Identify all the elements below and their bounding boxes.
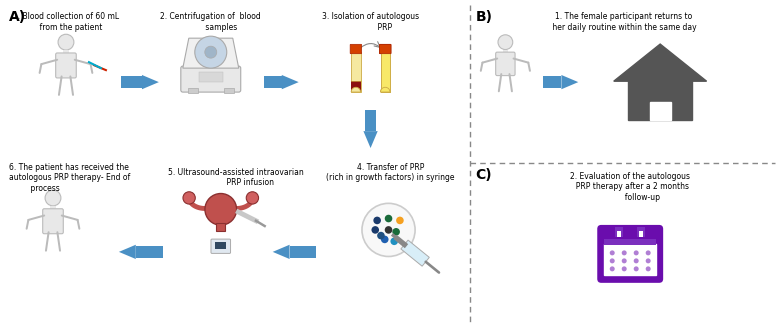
Circle shape [610,267,615,271]
Polygon shape [364,131,378,148]
Bar [605,244,656,275]
Polygon shape [121,76,142,88]
Text: B): B) [475,10,492,24]
Bar [188,88,198,93]
Text: 4. Transfer of PRP
(rich in growth factors) in syringe: 4. Transfer of PRP (rich in growth facto… [326,163,455,182]
Circle shape [646,258,650,263]
Circle shape [646,267,650,271]
Circle shape [385,215,393,222]
Circle shape [633,258,639,263]
Circle shape [195,36,227,68]
Circle shape [381,235,389,243]
Text: 2. Evaluation of the autologous
  PRP therapy after a 2 months
          follow-: 2. Evaluation of the autologous PRP ther… [570,172,690,202]
Bar [637,227,645,237]
Polygon shape [119,245,136,259]
Bar [605,239,656,245]
Polygon shape [264,76,282,88]
Text: 1. Blood collection of 60 mL
    from the patient: 1. Blood collection of 60 mL from the pa… [13,12,119,32]
Text: 6. The patient has received the
autologous PRP therapy- End of
         process: 6. The patient has received the autologo… [9,163,130,193]
Circle shape [633,267,639,271]
Wedge shape [380,87,390,92]
Polygon shape [273,245,290,259]
Text: C): C) [475,168,492,182]
Bar [351,81,361,92]
Text: 1. The female participant returns to
 her daily routine within the same day: 1. The female participant returns to her… [550,12,696,32]
Wedge shape [380,87,390,92]
Bar [650,102,671,120]
Circle shape [633,250,639,255]
FancyBboxPatch shape [495,52,515,76]
Circle shape [205,46,217,58]
Circle shape [362,203,415,256]
Text: 3. Isolation of autologous
            PRP: 3. Isolation of autologous PRP [322,12,419,32]
Circle shape [610,250,615,255]
FancyBboxPatch shape [351,44,361,54]
Circle shape [385,226,393,234]
Bar [351,52,361,92]
Bar [503,49,508,54]
Text: A): A) [9,10,26,24]
FancyBboxPatch shape [43,209,63,234]
Bar [617,231,621,237]
Wedge shape [351,87,361,92]
Polygon shape [543,76,562,88]
Polygon shape [365,110,376,131]
Circle shape [377,232,385,239]
Bar [217,222,225,231]
Bar [380,52,390,92]
Bar [224,88,234,93]
FancyBboxPatch shape [379,44,391,54]
Circle shape [622,267,627,271]
Circle shape [45,190,61,206]
Bar [199,72,223,82]
Bar [63,50,69,55]
Circle shape [622,250,627,255]
Circle shape [622,258,627,263]
Polygon shape [614,44,707,81]
Circle shape [390,237,398,245]
Text: 2. Centrifugation of  blood
         samples: 2. Centrifugation of blood samples [160,12,261,32]
FancyBboxPatch shape [55,53,76,78]
Bar [380,52,390,92]
Polygon shape [282,75,298,89]
Polygon shape [401,240,429,266]
Polygon shape [142,75,159,89]
Bar [628,81,693,120]
Bar [216,242,226,249]
Text: 5. Ultrasound-assisted intraovarian
            PRP infusion: 5. Ultrasound-assisted intraovarian PRP … [167,168,304,187]
Circle shape [646,250,650,255]
Circle shape [246,192,259,204]
Polygon shape [290,246,315,258]
Bar [640,231,643,237]
Circle shape [372,226,379,234]
Polygon shape [183,38,238,68]
FancyBboxPatch shape [597,225,663,283]
Circle shape [498,35,513,49]
Circle shape [397,216,404,224]
Circle shape [183,192,196,204]
Polygon shape [562,75,578,89]
Bar [51,206,55,210]
FancyBboxPatch shape [181,66,241,92]
FancyBboxPatch shape [379,44,391,54]
Bar [615,227,623,237]
FancyBboxPatch shape [211,239,231,253]
Circle shape [205,194,237,225]
Circle shape [393,228,400,235]
Circle shape [58,34,74,50]
Polygon shape [136,246,163,258]
Circle shape [373,216,381,224]
Circle shape [610,258,615,263]
